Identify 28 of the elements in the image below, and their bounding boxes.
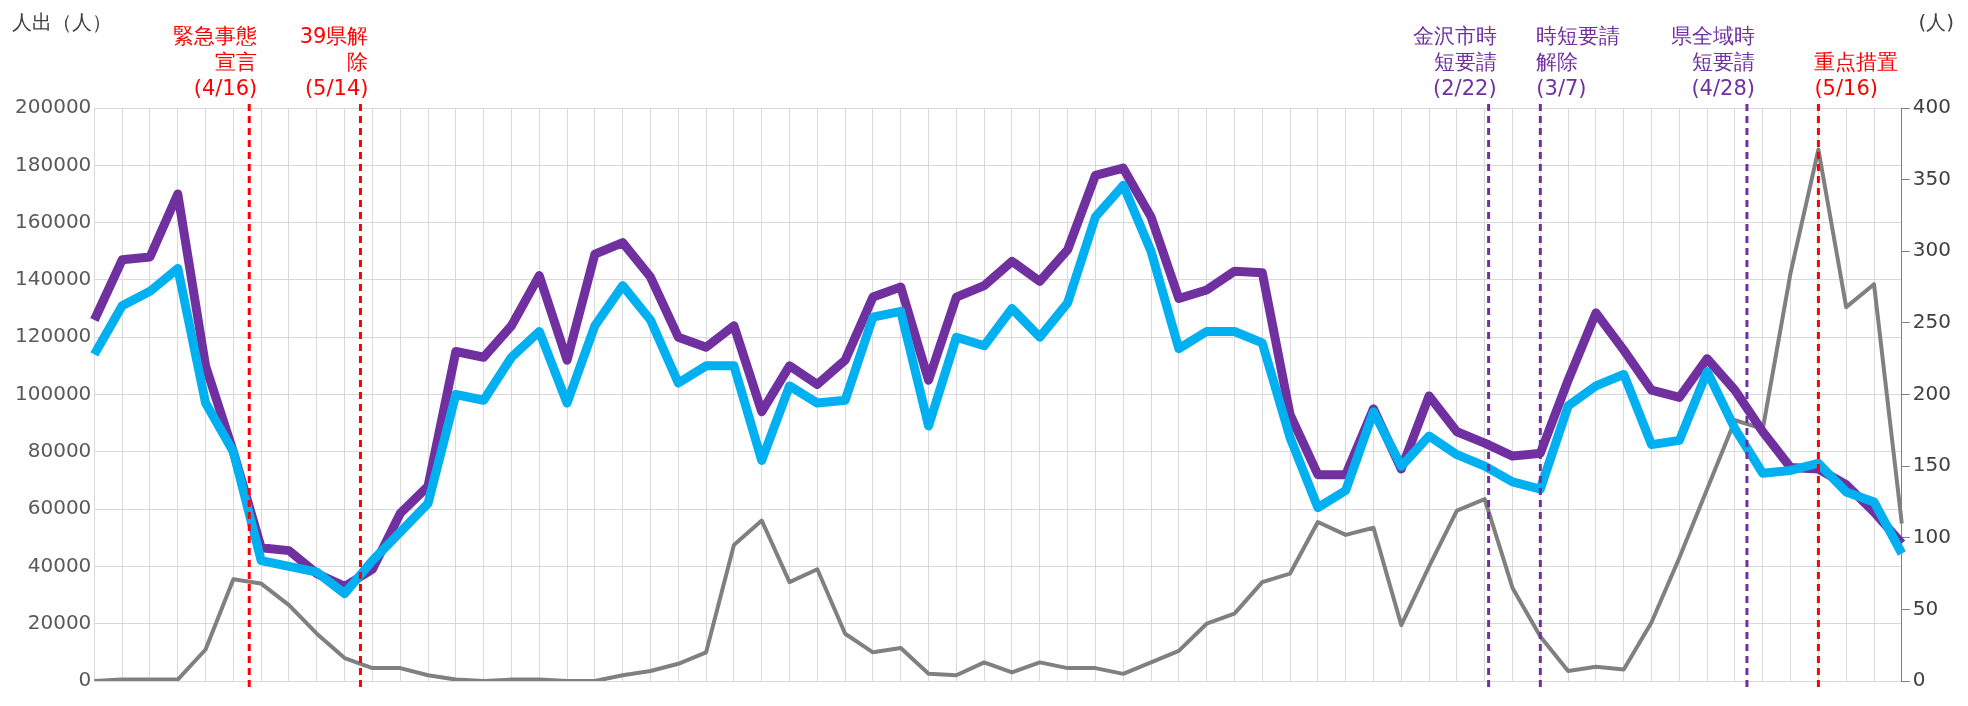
y-tick-label: 20000 [27,609,92,634]
y2-tick-label: 0 [1912,667,1926,692]
y2-axis-title: (人) [1918,10,1954,35]
y-tick-label: 160000 [14,208,92,233]
y-tick-label: 120000 [14,323,92,348]
text: 緊急事態宣言(4/16) [173,23,258,100]
y-tick-label: 100000 [14,380,92,405]
y-tick-label: 200000 [14,94,92,119]
y2-tick-label: 250 [1912,309,1952,334]
text: 県全域時短要請(4/28) [1670,23,1755,100]
y-tick-label: 60000 [27,495,92,520]
y-tick-label: 0 [78,667,92,692]
y2-tick-label: 100 [1912,523,1952,548]
y2-tick-label: 200 [1912,380,1952,405]
y-tick-label: 80000 [27,438,92,462]
y2-tick-label: 50 [1912,595,1939,620]
text: 金沢市時短要請(2/22) [1412,23,1497,100]
text: 重点措置(5/16) [1814,49,1899,100]
y2-tick-label: 300 [1912,237,1952,262]
y2-tick-label: 350 [1912,165,1952,190]
y-axis-title: 人出（人） [12,10,112,35]
text: 39県解除(5/14) [299,23,369,100]
y-tick-label: 180000 [14,151,92,176]
text: 時短要請解除(3/7) [1536,23,1621,100]
y2-tick-label: 150 [1912,452,1952,477]
y2-tick-label: 400 [1912,94,1952,119]
y-tick-label: 40000 [27,552,92,577]
y-tick-label: 140000 [14,266,92,291]
